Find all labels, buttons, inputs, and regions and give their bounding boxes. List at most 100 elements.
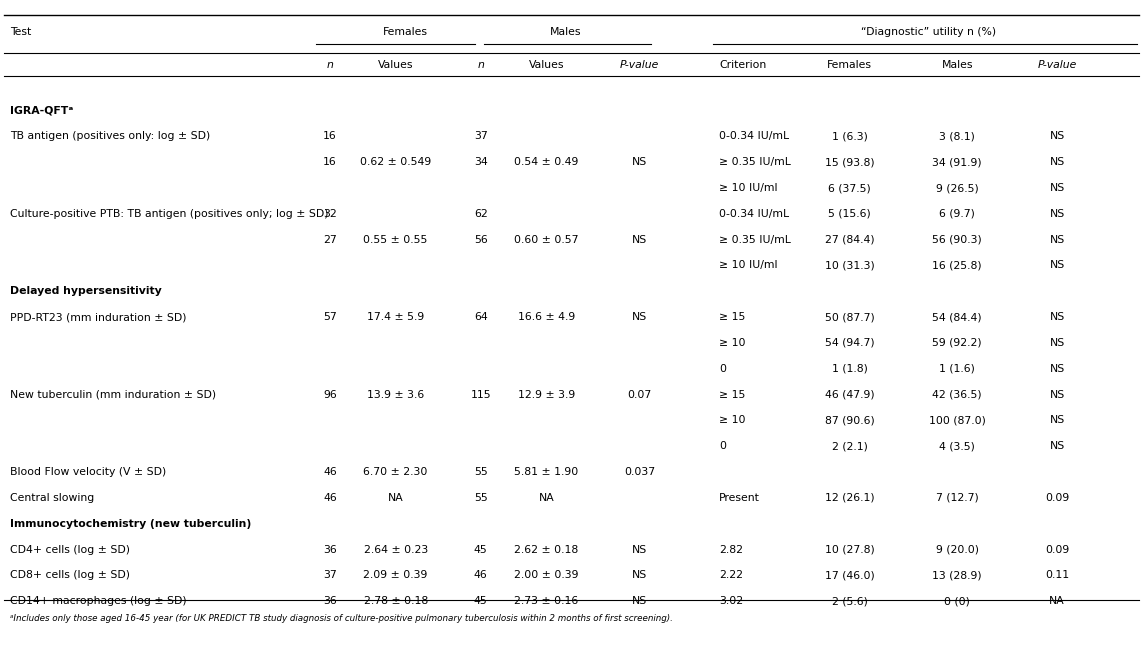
Text: 36: 36 <box>323 545 337 555</box>
Text: 13 (28.9): 13 (28.9) <box>933 570 982 580</box>
Text: 0 (0): 0 (0) <box>944 596 970 606</box>
Text: CD4+ cells (log ± SD): CD4+ cells (log ± SD) <box>10 545 130 555</box>
Text: NS: NS <box>1049 209 1065 219</box>
Text: 54 (84.4): 54 (84.4) <box>933 312 982 322</box>
Text: 59 (92.2): 59 (92.2) <box>933 338 982 348</box>
Text: 0.11: 0.11 <box>1045 570 1069 580</box>
Text: ≥ 0.35 IU/mL: ≥ 0.35 IU/mL <box>719 235 791 245</box>
Text: 12 (26.1): 12 (26.1) <box>825 493 874 503</box>
Text: Males: Males <box>550 27 582 37</box>
Text: 5 (15.6): 5 (15.6) <box>829 209 871 219</box>
Text: PPD-RT23 (mm induration ± SD): PPD-RT23 (mm induration ± SD) <box>10 312 186 322</box>
Text: New tuberculin (mm induration ± SD): New tuberculin (mm induration ± SD) <box>10 390 216 400</box>
Text: ≥ 10 IU/ml: ≥ 10 IU/ml <box>719 183 777 193</box>
Text: 37: 37 <box>474 131 488 141</box>
Text: 87 (90.6): 87 (90.6) <box>824 415 874 426</box>
Text: 10 (27.8): 10 (27.8) <box>824 545 874 555</box>
Text: 54 (94.7): 54 (94.7) <box>825 338 874 348</box>
Text: 45: 45 <box>474 545 488 555</box>
Text: 1 (6.3): 1 (6.3) <box>832 131 868 141</box>
Text: n: n <box>327 60 334 71</box>
Text: 46 (47.9): 46 (47.9) <box>825 390 874 400</box>
Text: NS: NS <box>632 157 647 167</box>
Text: 0.62 ± 0.549: 0.62 ± 0.549 <box>360 157 431 167</box>
Text: 32: 32 <box>323 209 337 219</box>
Text: 2.00 ± 0.39: 2.00 ± 0.39 <box>514 570 578 580</box>
Text: “Diagnostic” utility n (%): “Diagnostic” utility n (%) <box>862 27 997 37</box>
Text: 56: 56 <box>474 235 488 245</box>
Text: 55: 55 <box>474 493 488 503</box>
Text: 0: 0 <box>719 364 726 374</box>
Text: 0.037: 0.037 <box>624 467 655 477</box>
Text: P-value: P-value <box>1038 60 1077 71</box>
Text: NS: NS <box>1049 312 1065 322</box>
Text: 100 (87.0): 100 (87.0) <box>929 415 985 426</box>
Text: 57: 57 <box>323 312 337 322</box>
Text: 0: 0 <box>719 441 726 451</box>
Text: n: n <box>478 60 485 71</box>
Text: 16: 16 <box>323 131 337 141</box>
Text: 16.6 ± 4.9: 16.6 ± 4.9 <box>518 312 575 322</box>
Text: 55: 55 <box>474 467 488 477</box>
Text: 2 (5.6): 2 (5.6) <box>832 596 868 606</box>
Text: NS: NS <box>1049 131 1065 141</box>
Text: 46: 46 <box>474 570 488 580</box>
Text: 12.9 ± 3.9: 12.9 ± 3.9 <box>518 390 575 400</box>
Text: 2.82: 2.82 <box>719 545 743 555</box>
Text: 2.09 ± 0.39: 2.09 ± 0.39 <box>363 570 427 580</box>
Text: NS: NS <box>1049 441 1065 451</box>
Text: 2.73 ± 0.16: 2.73 ± 0.16 <box>514 596 578 606</box>
Text: Present: Present <box>719 493 760 503</box>
Text: NS: NS <box>632 570 647 580</box>
Text: Females: Females <box>828 60 872 71</box>
Text: 2.78 ± 0.18: 2.78 ± 0.18 <box>363 596 427 606</box>
Text: 50 (87.7): 50 (87.7) <box>824 312 874 322</box>
Text: 15 (93.8): 15 (93.8) <box>825 157 874 167</box>
Text: NA: NA <box>1049 596 1065 606</box>
Text: Females: Females <box>383 27 427 37</box>
Text: Values: Values <box>529 60 565 71</box>
Text: NS: NS <box>1049 390 1065 400</box>
Text: 34 (91.9): 34 (91.9) <box>933 157 982 167</box>
Text: NA: NA <box>538 493 554 503</box>
Text: Culture-positive PTB: TB antigen (positives only; log ± SD): Culture-positive PTB: TB antigen (positi… <box>10 209 328 219</box>
Text: 0-0.34 IU/mL: 0-0.34 IU/mL <box>719 209 789 219</box>
Text: NS: NS <box>1049 338 1065 348</box>
Text: ≥ 15: ≥ 15 <box>719 390 745 400</box>
Text: NS: NS <box>1049 235 1065 245</box>
Text: 7 (12.7): 7 (12.7) <box>936 493 978 503</box>
Text: 36: 36 <box>323 596 337 606</box>
Text: 6 (37.5): 6 (37.5) <box>829 183 871 193</box>
Text: 0.55 ± 0.55: 0.55 ± 0.55 <box>363 235 427 245</box>
Text: Males: Males <box>942 60 973 71</box>
Text: Test: Test <box>10 27 31 37</box>
Text: Immunocytochemistry (new tuberculin): Immunocytochemistry (new tuberculin) <box>10 519 251 529</box>
Text: NS: NS <box>632 235 647 245</box>
Text: NS: NS <box>1049 415 1065 426</box>
Text: 2.22: 2.22 <box>719 570 743 580</box>
Text: 27: 27 <box>323 235 337 245</box>
Text: 115: 115 <box>471 390 491 400</box>
Text: Central slowing: Central slowing <box>10 493 94 503</box>
Text: NS: NS <box>632 312 647 322</box>
Text: 6.70 ± 2.30: 6.70 ± 2.30 <box>363 467 427 477</box>
Text: 13.9 ± 3.6: 13.9 ± 3.6 <box>367 390 424 400</box>
Text: 37: 37 <box>323 570 337 580</box>
Text: Blood Flow velocity (V ± SD): Blood Flow velocity (V ± SD) <box>10 467 166 477</box>
Text: ᵃIncludes only those aged 16-45 year (for UK PREDICT TB study diagnosis of cultu: ᵃIncludes only those aged 16-45 year (fo… <box>10 614 673 623</box>
Text: 34: 34 <box>474 157 488 167</box>
Text: 9 (26.5): 9 (26.5) <box>936 183 978 193</box>
Text: 16 (25.8): 16 (25.8) <box>933 260 982 271</box>
Text: NS: NS <box>632 545 647 555</box>
Text: 9 (20.0): 9 (20.0) <box>936 545 978 555</box>
Text: 6 (9.7): 6 (9.7) <box>940 209 975 219</box>
Text: ≥ 10 IU/ml: ≥ 10 IU/ml <box>719 260 777 271</box>
Text: CD8+ cells (log ± SD): CD8+ cells (log ± SD) <box>10 570 130 580</box>
Text: 10 (31.3): 10 (31.3) <box>824 260 874 271</box>
Text: NS: NS <box>1049 260 1065 271</box>
Text: 27 (84.4): 27 (84.4) <box>825 235 874 245</box>
Text: ≥ 10: ≥ 10 <box>719 415 745 426</box>
Text: 16: 16 <box>323 157 337 167</box>
Text: P-value: P-value <box>620 60 660 71</box>
Text: Values: Values <box>378 60 414 71</box>
